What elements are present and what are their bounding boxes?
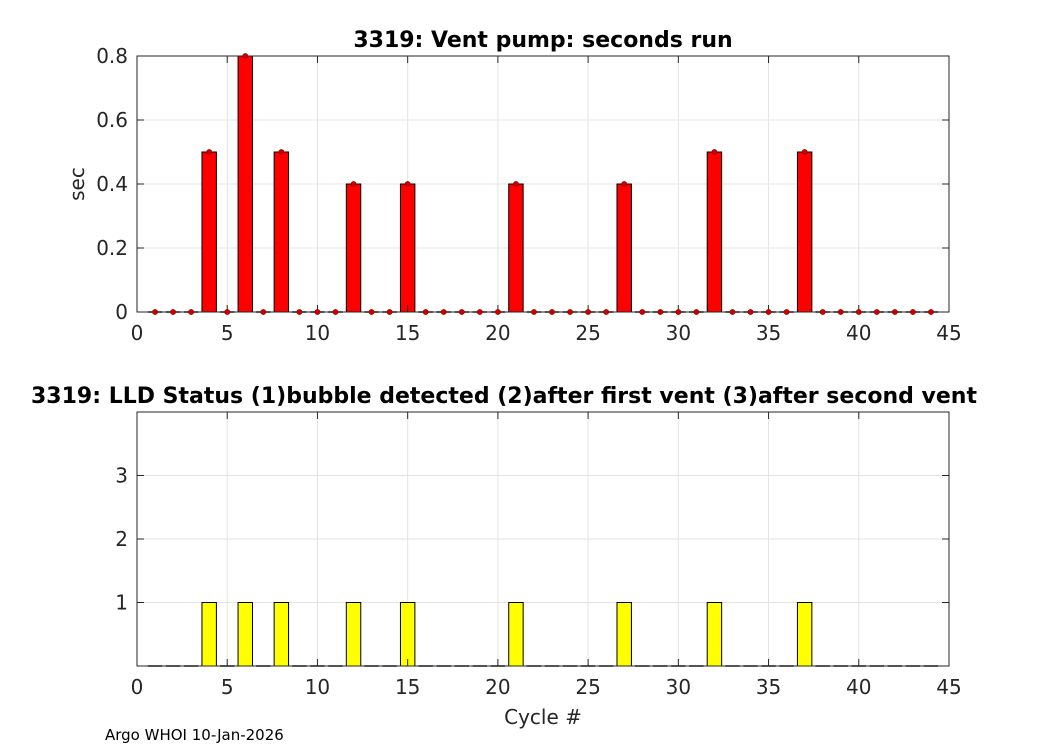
vent-data-point (729, 309, 736, 315)
vent-bar (237, 55, 253, 313)
vent-data-point (242, 53, 249, 59)
lld-bar (399, 602, 416, 667)
vent-x-tick-label: 40 (846, 321, 871, 345)
lld-x-tick-label: 15 (395, 675, 420, 699)
vent-data-point (476, 309, 483, 315)
vent-data-point (332, 309, 339, 315)
lld-y-tick-label: 2 (115, 527, 128, 551)
vent-x-tick-label: 0 (131, 321, 144, 345)
vent-y-tick-label: 0.8 (96, 44, 128, 68)
vent-data-point (639, 309, 646, 315)
vent-data-point (675, 309, 682, 315)
vent-data-point (350, 181, 357, 187)
lld-bar (201, 602, 217, 667)
lld-x-tick-label: 10 (305, 675, 330, 699)
vent-data-point (458, 309, 465, 315)
vent-x-tick-label: 10 (305, 321, 330, 345)
vent-data-point (278, 149, 285, 155)
vent-x-tick-label: 45 (936, 321, 961, 345)
lld-bar (616, 602, 632, 667)
vent-data-point (621, 181, 628, 187)
lld-x-tick-label: 45 (936, 675, 961, 699)
vent-pump-chart: 0 5 10 15 20 25 30 35 40 45 0 0.2 0.4 0.6 0.8 3319: Ve… (65, 28, 962, 345)
lld-chart-xlabel: Cycle # (504, 705, 582, 729)
vent-bar (616, 183, 632, 313)
vent-chart-title: 3319: Vent pump: seconds run (353, 28, 732, 53)
vent-data-point (585, 309, 592, 315)
lld-x-tick-label: 40 (846, 675, 871, 699)
vent-data-point (567, 309, 573, 315)
vent-data-point (314, 309, 321, 315)
vent-data-point (891, 309, 898, 315)
vent-x-tick-label: 30 (666, 321, 691, 345)
vent-y-tick-label: 0 (115, 300, 128, 324)
lld-x-tick-label: 25 (575, 675, 600, 699)
lld-bar (796, 602, 813, 667)
vent-bar (345, 183, 362, 313)
lld-bar (345, 602, 362, 667)
vent-data-point (188, 309, 195, 315)
vent-bar (399, 183, 416, 313)
vent-data-point (873, 309, 880, 315)
vent-data-point (801, 149, 808, 155)
lld-y-tick-label: 1 (115, 591, 128, 615)
vent-data-point (170, 309, 176, 315)
lld-y-tick-label: 3 (115, 464, 128, 488)
lld-x-tick-label: 0 (131, 675, 144, 699)
vent-data-point (549, 309, 555, 315)
vent-bar (273, 151, 290, 313)
vent-data-point (747, 309, 754, 315)
vent-x-tick-label: 15 (395, 321, 420, 345)
lld-chart-title: 3319: LLD Status (1)bubble detected (2)a… (31, 384, 977, 409)
vent-bar (508, 183, 524, 313)
vent-x-tick-label: 35 (756, 321, 781, 345)
vent-data-point (603, 309, 610, 315)
vent-bar (706, 151, 723, 313)
lld-x-tick-label: 20 (485, 675, 510, 699)
vent-data-point (910, 309, 916, 315)
vent-data-point (928, 309, 934, 315)
vent-data-point (440, 309, 447, 315)
vent-data-point (224, 309, 231, 315)
vent-data-point (693, 309, 700, 315)
vent-y-tick-label: 0.6 (96, 108, 128, 132)
vent-data-point (513, 181, 519, 187)
lld-bar (237, 602, 253, 667)
vent-bar (201, 151, 217, 313)
lld-status-chart: 0 5 10 15 20 25 30 35 40 45 1 2 3 3319: LLD Status (… (31, 384, 977, 729)
vent-data-point (657, 309, 664, 315)
lld-x-tick-label: 35 (756, 675, 781, 699)
vent-data-point (422, 309, 429, 315)
lld-bar (508, 602, 524, 667)
vent-bar (796, 151, 813, 313)
vent-chart-ylabel: sec (65, 167, 89, 201)
lld-bar (706, 602, 723, 667)
vent-data-point (855, 309, 862, 315)
vent-y-tick-label: 0.2 (96, 236, 128, 260)
lld-x-tick-label: 5 (221, 675, 234, 699)
lld-x-tick-label: 30 (666, 675, 691, 699)
footer-credit: Argo WHOI 10-Jan-2026 (105, 726, 284, 744)
lld-bar (273, 602, 290, 667)
vent-y-tick-label: 0.4 (96, 172, 128, 196)
vent-data-point (206, 149, 213, 155)
vent-data-point (386, 309, 393, 315)
vent-data-point (837, 309, 844, 315)
vent-data-point (819, 309, 826, 315)
vent-data-point (152, 309, 158, 315)
vent-x-tick-label: 5 (221, 321, 234, 345)
vent-data-point (494, 309, 501, 315)
vent-x-tick-label: 20 (485, 321, 510, 345)
vent-data-point (711, 149, 718, 155)
vent-data-point (260, 309, 267, 315)
vent-data-point (531, 309, 537, 315)
vent-data-point (404, 181, 411, 187)
vent-x-tick-label: 25 (575, 321, 600, 345)
vent-data-point (783, 309, 790, 315)
vent-data-point (296, 309, 303, 315)
vent-data-point (765, 309, 772, 315)
vent-data-point (368, 309, 375, 315)
